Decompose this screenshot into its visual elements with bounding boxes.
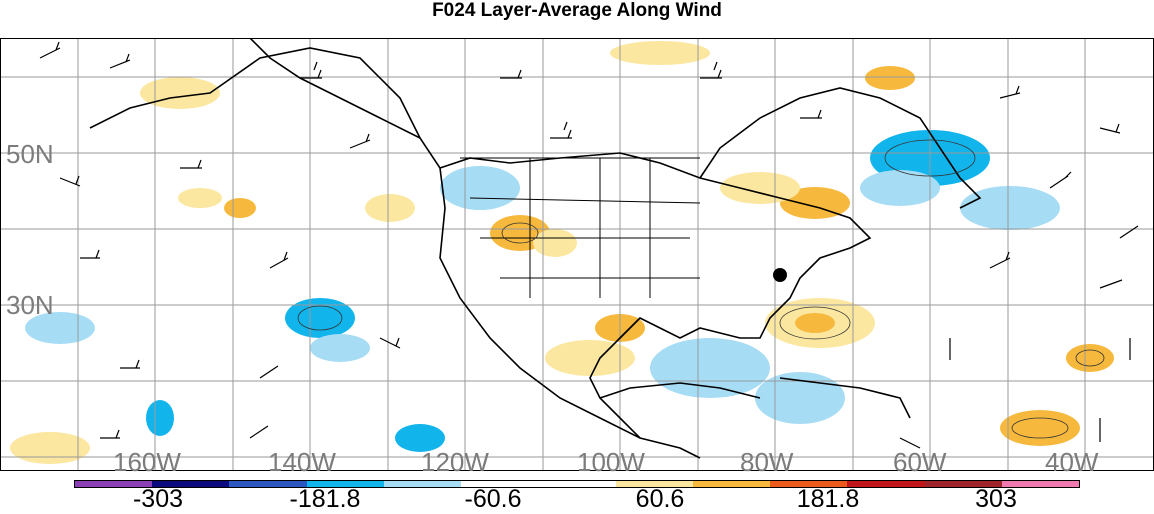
location-marker xyxy=(773,268,787,282)
lon-label-100w: 100W xyxy=(577,447,645,477)
colorbar-segment xyxy=(383,481,462,487)
map-plot xyxy=(0,38,1154,471)
colorbar-segment xyxy=(75,481,153,487)
colorbar-segment xyxy=(229,481,307,487)
colorbar-segment xyxy=(306,481,384,487)
lon-label-80w: 80W xyxy=(740,447,794,477)
colorbar-segment xyxy=(770,481,848,487)
colorbar-segment xyxy=(692,481,771,487)
lon-label-40w: 40W xyxy=(1045,447,1099,477)
state-borders xyxy=(460,157,701,298)
lon-label-120w: 120W xyxy=(421,447,489,477)
coastlines xyxy=(89,38,982,459)
field-shading xyxy=(10,41,1114,464)
lat-label-30n: 30N xyxy=(6,290,54,320)
colorbar-tick-label: -181.8 xyxy=(289,485,361,513)
colorbar-tick-label: 303 xyxy=(975,485,1017,513)
colorbar-segment xyxy=(615,481,693,487)
contours xyxy=(297,139,1105,439)
colorbar-tick-label: -60.6 xyxy=(464,485,522,513)
colorbar-tick-label: 181.8 xyxy=(796,485,860,513)
chart-title: F024 Layer-Average Along Wind xyxy=(432,0,722,21)
wind-barbs xyxy=(39,41,1139,449)
colorbar-tick-label: -303 xyxy=(132,485,184,513)
lon-label-60w: 60W xyxy=(893,447,947,477)
colorbar-segment xyxy=(847,481,925,487)
colorbar-segment xyxy=(1001,481,1080,487)
colorbar-segment xyxy=(924,481,1002,487)
colorbar xyxy=(74,480,1080,488)
colorbar-segment xyxy=(538,481,616,487)
lon-label-160w: 160W xyxy=(113,447,181,477)
colorbar-segment xyxy=(152,481,230,487)
lon-label-140w: 140W xyxy=(268,447,336,477)
lat-label-50n: 50N xyxy=(6,139,54,169)
colorbar-segment xyxy=(461,481,539,487)
colorbar-tick-label: 60.6 xyxy=(635,485,685,513)
